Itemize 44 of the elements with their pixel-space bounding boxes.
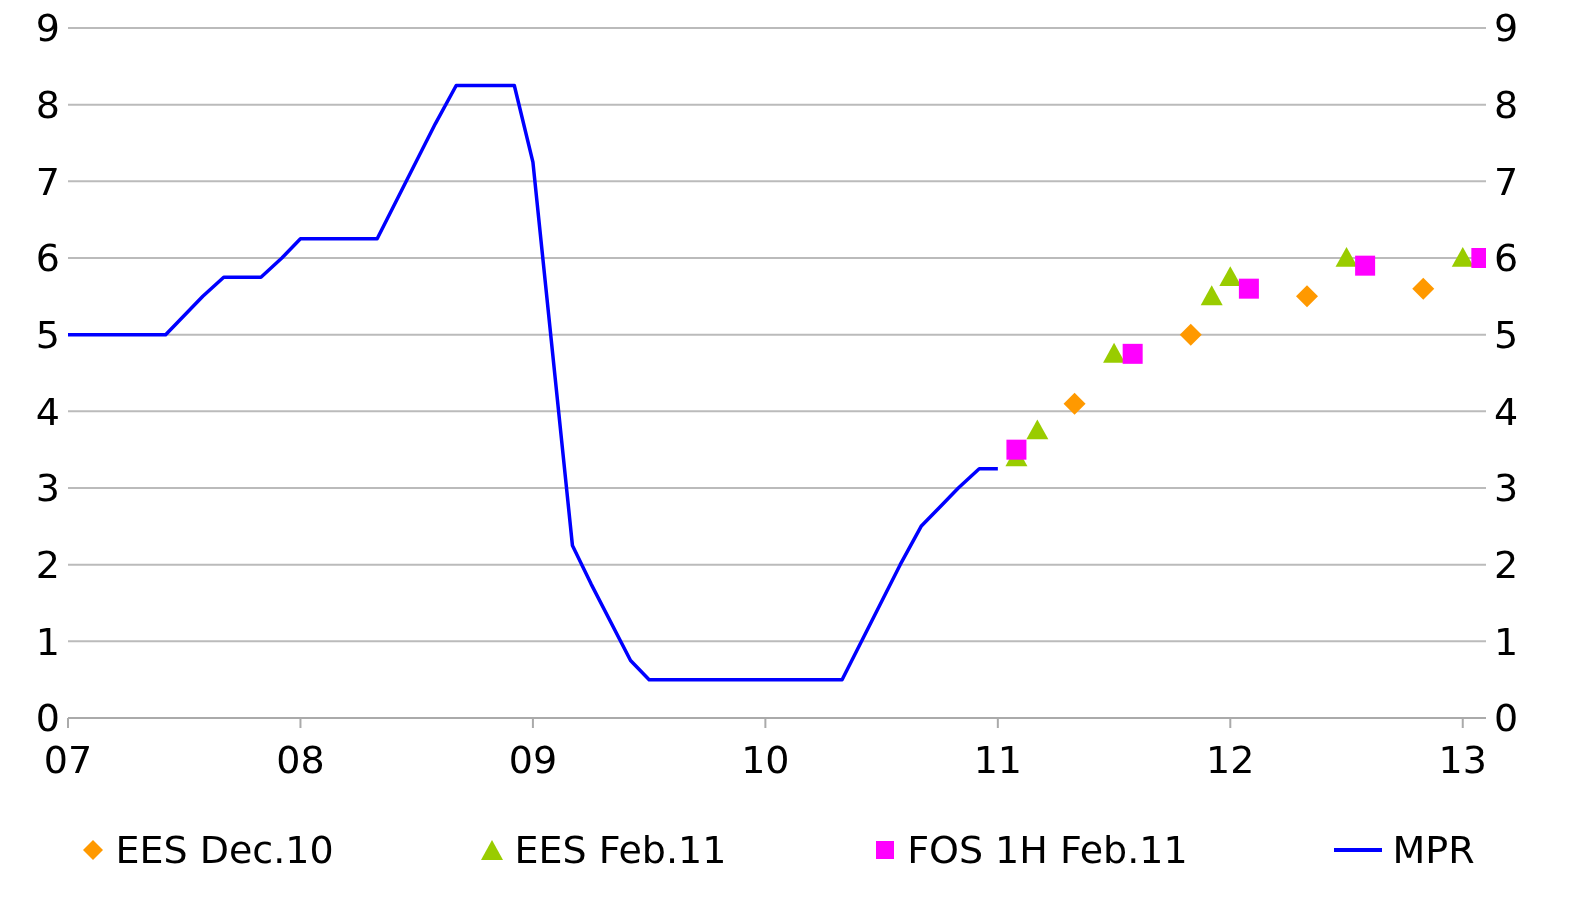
point xyxy=(1296,285,1319,308)
y-tick-label: 8 xyxy=(35,82,60,127)
y2-tick-label: 3 xyxy=(1494,466,1519,511)
point xyxy=(1412,277,1435,300)
point xyxy=(1335,247,1358,267)
point xyxy=(1219,266,1242,286)
y2-tick-label: 9 xyxy=(1494,6,1519,51)
point xyxy=(1006,439,1027,460)
y2-tick-label: 1 xyxy=(1494,619,1519,664)
y2-tick-label: 2 xyxy=(1494,542,1519,587)
legend-label: EES Dec.10 xyxy=(115,828,334,872)
x-tick-label: 11 xyxy=(973,737,1023,782)
point xyxy=(1122,343,1143,364)
point xyxy=(1238,278,1259,299)
y-tick-label: 5 xyxy=(35,312,60,357)
point xyxy=(1451,247,1474,267)
legend-label: EES Feb.11 xyxy=(514,828,727,872)
point xyxy=(1026,419,1049,440)
point xyxy=(1103,342,1126,363)
x-tick-label: 12 xyxy=(1206,737,1255,782)
legend-label: MPR xyxy=(1392,828,1475,872)
y-tick-label: 9 xyxy=(35,6,60,51)
x-tick-label: 10 xyxy=(741,737,790,782)
y2-tick-label: 6 xyxy=(1494,236,1519,281)
point xyxy=(1063,392,1086,415)
point xyxy=(1200,285,1223,306)
y-tick-label: 2 xyxy=(35,542,60,587)
y2-tick-label: 0 xyxy=(1494,696,1519,741)
y-tick-label: 7 xyxy=(35,159,60,204)
x-tick-label: 09 xyxy=(508,737,558,782)
y-tick-label: 1 xyxy=(35,619,60,664)
y2-tick-label: 7 xyxy=(1494,159,1519,204)
y2-tick-label: 5 xyxy=(1494,312,1519,357)
legend-label: FOS 1H Feb.11 xyxy=(907,828,1188,872)
y-tick-label: 3 xyxy=(35,466,60,511)
y2-tick-label: 8 xyxy=(1494,82,1519,127)
y-tick-label: 4 xyxy=(35,389,60,434)
y2-tick-label: 4 xyxy=(1494,389,1519,434)
line-series xyxy=(68,83,1000,682)
x-tick-label: 13 xyxy=(1438,737,1487,782)
y-tick-label: 6 xyxy=(35,236,60,281)
point xyxy=(1355,255,1376,276)
point xyxy=(1179,323,1202,346)
x-tick-label: 08 xyxy=(276,737,325,782)
